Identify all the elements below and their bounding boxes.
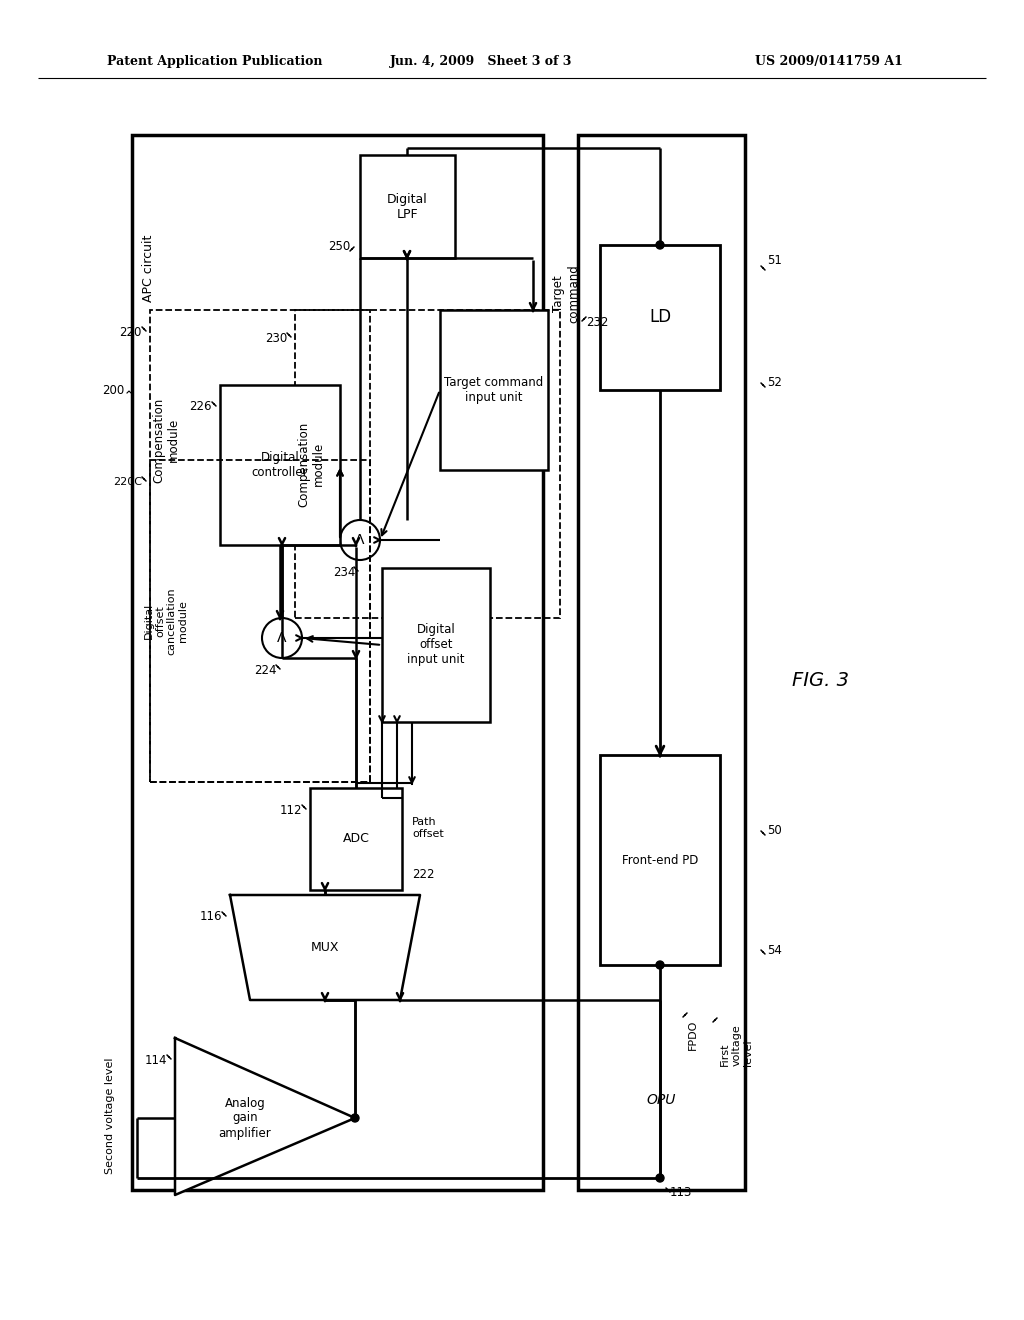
Text: 200: 200 [101, 384, 124, 396]
Text: OPU: OPU [647, 1093, 676, 1107]
Bar [600, 755, 720, 965]
Text: 51: 51 [767, 253, 782, 267]
Text: Patent Application Publication: Patent Application Publication [106, 55, 323, 69]
Bar [600, 246, 720, 389]
Circle shape [656, 1173, 664, 1181]
Polygon shape [175, 1038, 355, 1195]
Text: Target
command: Target command [552, 264, 580, 323]
Text: 230: 230 [265, 331, 287, 345]
Text: LD: LD [649, 309, 671, 326]
Bar [132, 135, 543, 1191]
Text: FIG. 3: FIG. 3 [792, 671, 849, 689]
Text: First
voltage
level: First voltage level [720, 1024, 754, 1065]
Circle shape [656, 242, 664, 249]
Text: Digital
LPF: Digital LPF [387, 193, 428, 220]
Text: 222: 222 [412, 869, 434, 882]
Text: Target command
input unit: Target command input unit [444, 376, 544, 404]
Text: 220: 220 [120, 326, 142, 338]
Bar [440, 310, 548, 470]
Text: 234: 234 [333, 565, 355, 578]
Text: MUX: MUX [310, 941, 339, 954]
Text: 226: 226 [189, 400, 212, 413]
Text: Digital
offset
cancellation
module: Digital offset cancellation module [143, 587, 188, 655]
Text: Front-end PD: Front-end PD [622, 854, 698, 866]
Circle shape [351, 1114, 359, 1122]
Circle shape [656, 961, 664, 969]
Bar [382, 568, 490, 722]
Text: Analog
gain
amplifier: Analog gain amplifier [219, 1097, 271, 1139]
Text: Digital
offset
input unit: Digital offset input unit [408, 623, 465, 667]
Text: APC circuit: APC circuit [141, 235, 155, 302]
Text: 113: 113 [670, 1187, 692, 1200]
Bar [360, 154, 455, 257]
Text: ADC: ADC [343, 833, 370, 846]
Bar [220, 385, 340, 545]
Text: 52: 52 [767, 376, 782, 389]
Bar [295, 310, 560, 618]
Text: Digital
controller: Digital controller [252, 451, 308, 479]
Text: Jun. 4, 2009   Sheet 3 of 3: Jun. 4, 2009 Sheet 3 of 3 [390, 55, 572, 69]
Text: Path
offset: Path offset [412, 817, 443, 838]
Text: 54: 54 [767, 944, 782, 957]
Text: US 2009/0141759 A1: US 2009/0141759 A1 [755, 55, 903, 69]
Bar [310, 788, 402, 890]
Text: Λ: Λ [355, 533, 365, 546]
Text: 116: 116 [200, 911, 222, 924]
Text: Compensation
module: Compensation module [152, 397, 180, 483]
Circle shape [340, 520, 380, 560]
Text: 232: 232 [586, 315, 608, 329]
Text: Λ: Λ [278, 631, 287, 645]
Text: Compensation
module: Compensation module [297, 421, 325, 507]
Text: 220C: 220C [113, 477, 142, 487]
Polygon shape [230, 895, 420, 1001]
Text: 224: 224 [255, 664, 278, 676]
Circle shape [262, 618, 302, 657]
Text: Second voltage level: Second voltage level [105, 1057, 115, 1175]
Bar [578, 135, 745, 1191]
Text: 114: 114 [144, 1053, 167, 1067]
Text: 50: 50 [767, 824, 781, 837]
Bar [150, 459, 370, 781]
Text: 250: 250 [328, 239, 350, 252]
Bar [150, 310, 370, 781]
Text: FPDO: FPDO [688, 1020, 698, 1051]
Text: 112: 112 [280, 804, 302, 817]
